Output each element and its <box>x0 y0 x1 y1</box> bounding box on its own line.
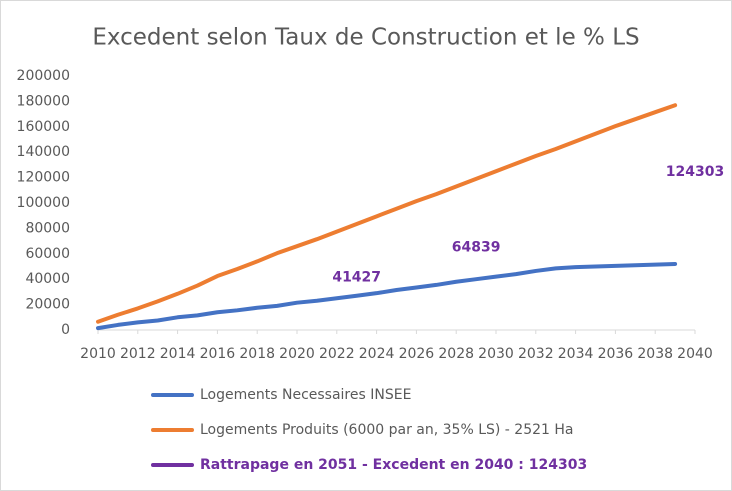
x-tick-label: 2032 <box>518 346 554 362</box>
x-tick-label: 2012 <box>120 346 156 362</box>
legend-label: Rattrapage en 2051 - Excedent en 2040 : … <box>200 457 587 473</box>
chart-title: Excedent selon Taux de Construction et l… <box>92 25 639 51</box>
x-tick-label: 2024 <box>359 346 395 362</box>
x-tick-label: 2022 <box>319 346 355 362</box>
y-tick-label: 40000 <box>25 271 70 287</box>
x-tick-label: 2030 <box>478 346 514 362</box>
x-tick-label: 2010 <box>80 346 116 362</box>
data-label: 64839 <box>452 240 501 256</box>
y-tick-label: 20000 <box>25 297 70 313</box>
y-tick-label: 200000 <box>17 68 70 84</box>
series-line <box>96 261 678 331</box>
x-tick-label: 2018 <box>239 346 275 362</box>
legend-label: Logements Produits (6000 par an, 35% LS)… <box>200 422 574 438</box>
data-label: 124303 <box>666 164 724 180</box>
y-tick-label: 60000 <box>25 246 70 262</box>
y-tick-label: 160000 <box>17 119 70 135</box>
x-tick-label: 2036 <box>598 346 634 362</box>
x-tick-label: 2038 <box>637 346 673 362</box>
y-tick-label: 80000 <box>25 220 70 236</box>
x-tick-label: 2034 <box>558 346 594 362</box>
y-tick-label: 120000 <box>17 170 70 186</box>
x-tick-label: 2028 <box>438 346 474 362</box>
y-tick-label: 140000 <box>17 144 70 160</box>
data-label: 41427 <box>332 269 381 285</box>
x-tick-label: 2040 <box>677 346 713 362</box>
x-tick-label: 2016 <box>200 346 236 362</box>
y-tick-label: 0 <box>61 322 70 338</box>
y-tick-label: 180000 <box>17 93 70 109</box>
series-line <box>96 103 678 324</box>
x-tick-label: 2020 <box>279 346 315 362</box>
y-tick-label: 100000 <box>17 195 70 211</box>
x-tick-label: 2026 <box>399 346 435 362</box>
legend-label: Logements Necessaires INSEE <box>200 387 411 403</box>
x-tick-label: 2014 <box>160 346 196 362</box>
